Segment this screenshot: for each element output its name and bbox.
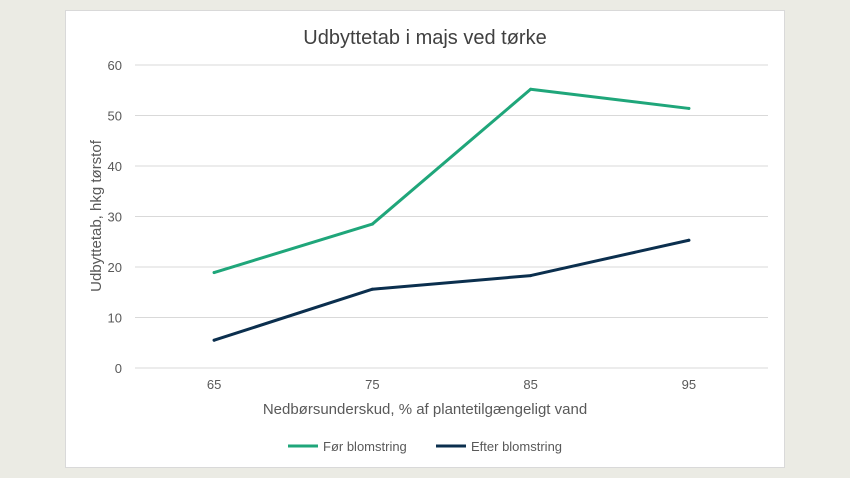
legend-label: Efter blomstring: [471, 439, 562, 454]
data-point: [529, 274, 533, 278]
y-tick-label: 60: [108, 58, 122, 73]
series-line-1: [212, 238, 691, 342]
chart-card: [65, 10, 785, 468]
x-tick-label: 85: [523, 377, 537, 392]
y-tick-label: 40: [108, 159, 122, 174]
data-point: [212, 271, 216, 275]
y-axis-label: Udbyttetab, hkg tørstof: [88, 139, 105, 292]
x-tick-label: 75: [365, 377, 379, 392]
data-point: [370, 287, 374, 291]
data-point: [212, 338, 216, 342]
data-point: [529, 87, 533, 91]
series-line-0: [212, 87, 691, 275]
y-tick-label: 50: [108, 109, 122, 124]
data-point: [687, 238, 691, 242]
legend-label: Før blomstring: [323, 439, 407, 454]
y-tick-label: 0: [115, 361, 122, 376]
y-tick-label: 20: [108, 260, 122, 275]
data-point: [687, 106, 691, 110]
x-tick-label: 65: [207, 377, 221, 392]
x-axis-label: Nedbørsunderskud, % af plantetilgængelig…: [263, 401, 587, 418]
x-tick-label: 95: [682, 377, 696, 392]
y-tick-label: 10: [108, 311, 122, 326]
chart-title: Udbyttetab i majs ved tørke: [303, 27, 546, 49]
y-tick-label: 30: [108, 210, 122, 225]
data-point: [370, 222, 374, 226]
